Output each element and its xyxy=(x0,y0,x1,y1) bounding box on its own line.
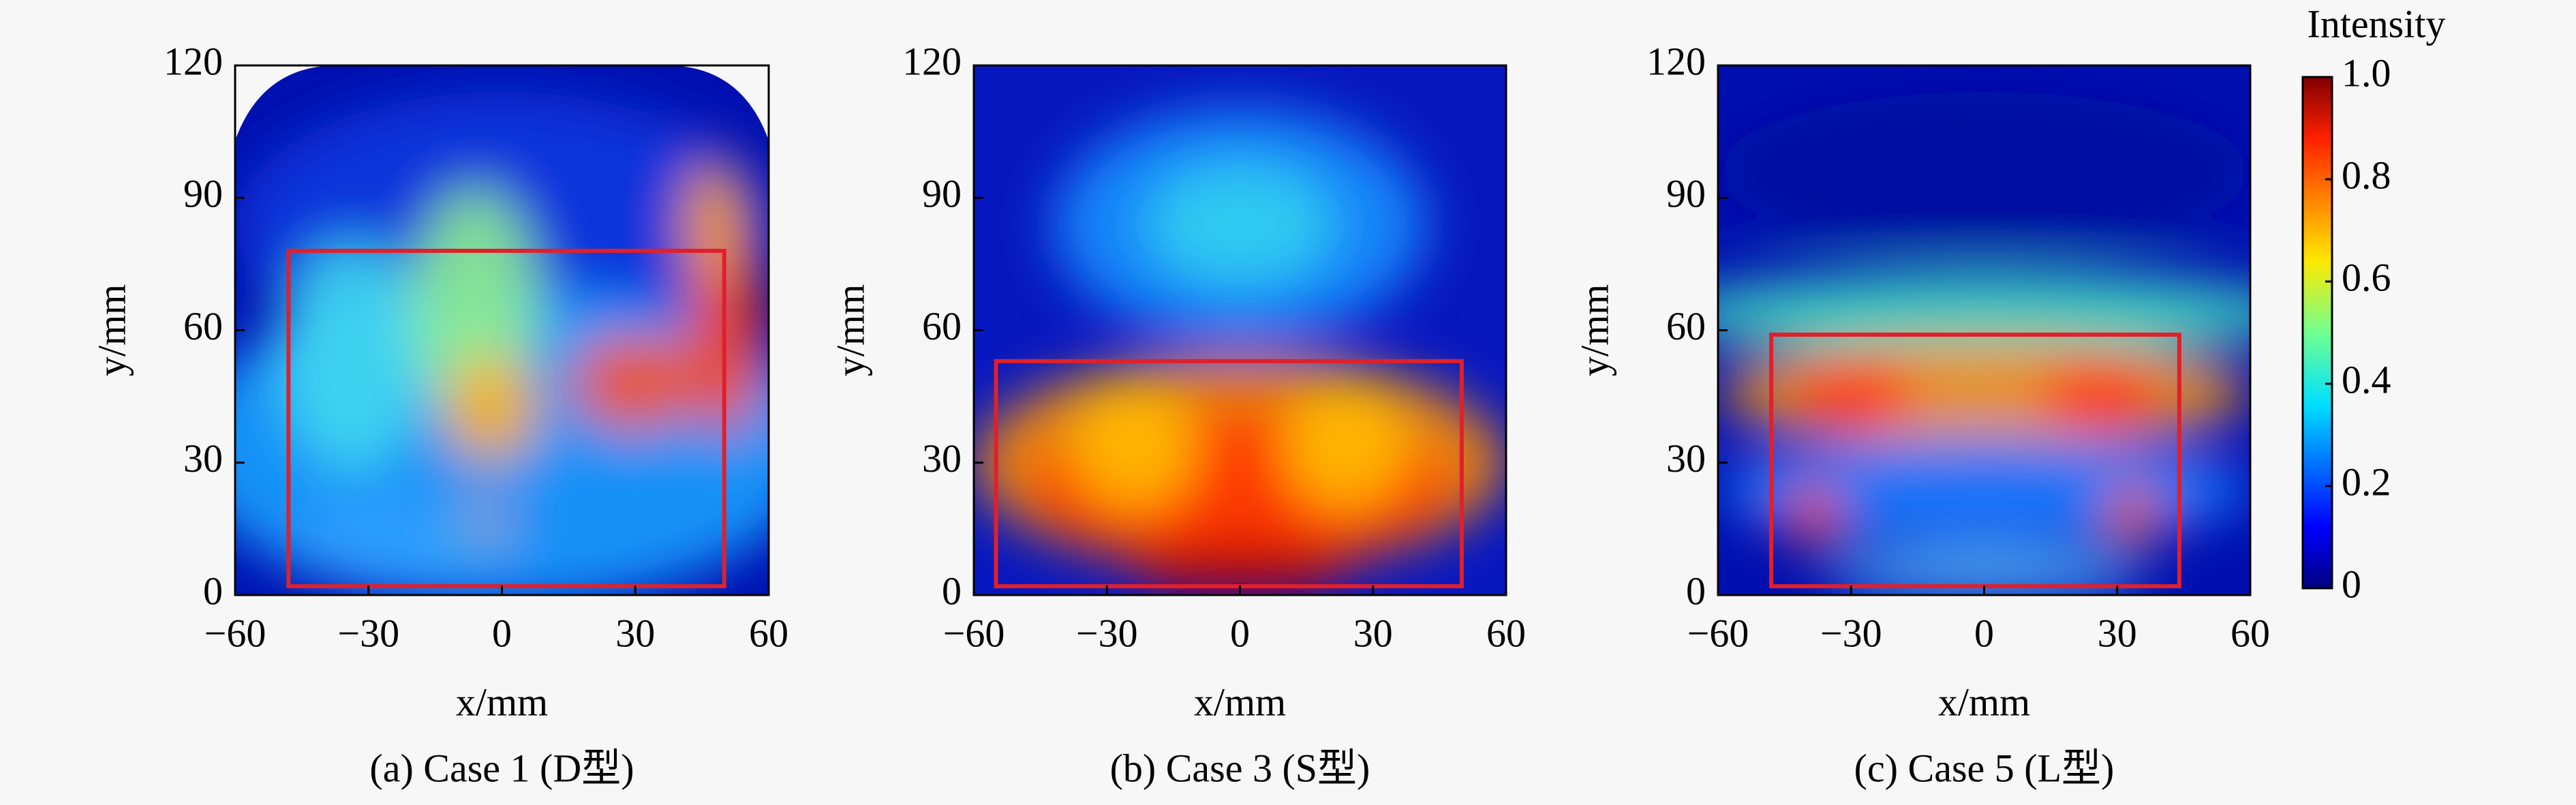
y-tick-label: 90 xyxy=(1666,172,1706,216)
y-tick-label: 120 xyxy=(164,39,223,83)
y-tick-label: 90 xyxy=(183,172,223,216)
intensity-region xyxy=(1787,483,1841,548)
y-tick-label: 30 xyxy=(183,436,223,481)
x-tick-label: 60 xyxy=(749,611,788,655)
intensity-region xyxy=(443,356,540,463)
x-tick-label: −60 xyxy=(943,611,1005,655)
intensity-region xyxy=(277,240,427,474)
intensity-region xyxy=(1144,160,1336,288)
x-tick-label: −30 xyxy=(1820,611,1882,655)
y-tick-label: 0 xyxy=(1686,568,1706,613)
colorbar-title: Intensity xyxy=(2307,1,2446,46)
y-tick-label: 0 xyxy=(203,568,223,613)
y-tick-label: 90 xyxy=(922,172,962,216)
x-tick-label: 30 xyxy=(615,611,655,655)
heatmap xyxy=(235,65,769,595)
intensity-region xyxy=(1282,383,1411,511)
region-box xyxy=(1769,332,2181,589)
intensity-region xyxy=(288,500,502,585)
x-tick-label: −30 xyxy=(1076,611,1138,655)
intensity-region xyxy=(683,160,748,288)
panel: −60 −30 0 30 60 0 30 60 90 120 x/mm y/mm (c) Case 5 … xyxy=(1572,39,2270,790)
caption: (c) Case 5 (L型) xyxy=(1854,746,2115,790)
x-tick-label: 30 xyxy=(1353,611,1393,655)
caption: (a) Case 1 (D型) xyxy=(369,746,634,790)
x-tick-label: 60 xyxy=(2230,611,2270,655)
y-tick-label: 30 xyxy=(922,436,962,481)
caption: (b) Case 3 (S型) xyxy=(1110,746,1370,790)
x-tick-label: 0 xyxy=(1230,611,1250,655)
heatmap xyxy=(974,65,1506,595)
panel: −60 −30 0 30 60 0 30 60 90 120 x/mm y/mm (b) Case 3 … xyxy=(828,39,1526,790)
x-tick-label: 30 xyxy=(2098,611,2137,655)
colorbar-tick-label: 1.0 xyxy=(2342,50,2391,95)
colorbar-tick-label: 0 xyxy=(2342,562,2361,606)
intensity-region xyxy=(1069,383,1198,511)
panel: −60 −30 0 30 60 0 30 60 90 120 x/mm y/mm (a) Case 1 … xyxy=(89,39,788,790)
intensity-region xyxy=(2037,356,2166,431)
x-tick-label: 0 xyxy=(1974,611,1994,655)
colorbar-gradient xyxy=(2301,76,2333,590)
region-box xyxy=(994,359,1464,589)
y-tick-label: 60 xyxy=(183,304,223,348)
heatmap xyxy=(1718,65,2250,595)
y-tick-label: 120 xyxy=(902,39,962,83)
y-tick-label: 60 xyxy=(922,304,962,348)
y-tick-label: 0 xyxy=(942,568,962,613)
x-tick-label: −30 xyxy=(337,611,399,655)
x-tick-label: 60 xyxy=(1486,611,1526,655)
y-tick-label: 60 xyxy=(1666,304,1706,348)
x-axis-label: x/mm xyxy=(1938,680,2030,724)
colorbar-tick-label: 0.8 xyxy=(2342,153,2391,197)
intensity-region xyxy=(571,335,700,431)
x-axis-label: x/mm xyxy=(1194,680,1286,724)
colorbar-tick-label: 0.2 xyxy=(2342,459,2391,504)
colorbar-tick-label: 0.4 xyxy=(2342,357,2391,401)
x-tick-label: −60 xyxy=(204,611,266,655)
y-tick-label: 30 xyxy=(1666,436,1706,481)
intensity-region xyxy=(1133,542,1347,595)
x-tick-label: −60 xyxy=(1687,611,1749,655)
colorbar: Intensity 0 0.2 0.4 0.6 0.8 1.0 xyxy=(2301,1,2446,606)
y-axis-label: y/mm xyxy=(828,284,872,376)
y-axis-label: y/mm xyxy=(1572,284,1616,376)
y-axis-label: y/mm xyxy=(89,284,134,376)
intensity-region xyxy=(1718,91,2250,251)
x-tick-label: 0 xyxy=(492,611,512,655)
x-axis-label: x/mm xyxy=(456,680,548,724)
intensity-region xyxy=(2106,483,2160,548)
y-tick-label: 120 xyxy=(1646,39,1706,83)
colorbar-tick-label: 0.6 xyxy=(2342,255,2391,299)
intensity-region xyxy=(1787,356,1915,431)
region-box xyxy=(286,248,726,589)
